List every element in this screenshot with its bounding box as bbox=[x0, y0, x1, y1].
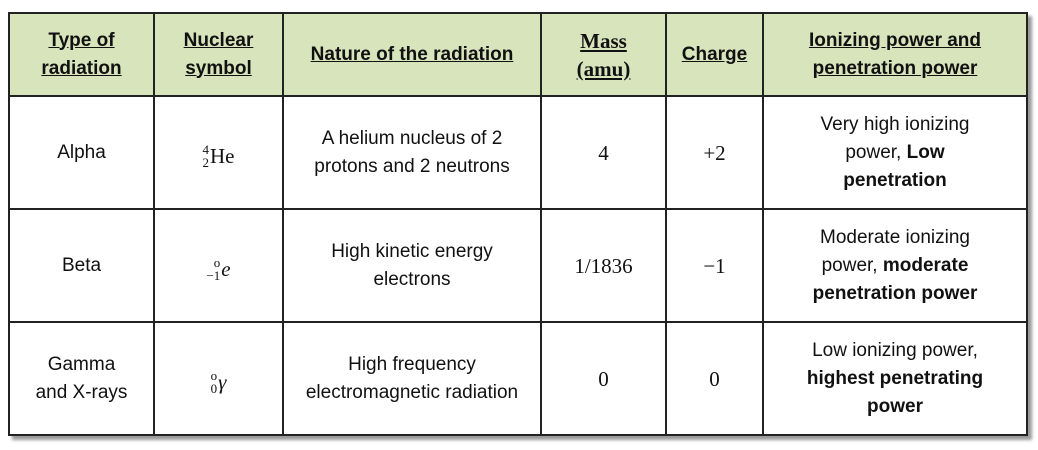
header-text: Mass (amu) bbox=[576, 28, 631, 81]
atomic-number: −1 bbox=[206, 268, 221, 283]
cell: 0 bbox=[665, 321, 764, 436]
radiation-table: Type of radiation Nuclear symbol Nature of… bbox=[8, 12, 1028, 436]
power-text: Low ionizing power, bbox=[812, 339, 978, 361]
cell: 0 bbox=[540, 321, 667, 436]
power: Low ionizing power, highest penetrating … bbox=[805, 337, 985, 421]
table-row: Gamma and X-rays o 0 γ High frequency electr… bbox=[8, 321, 1028, 436]
nuclear-symbol: o −1 e bbox=[206, 255, 230, 283]
mass: 1/1836 bbox=[574, 253, 633, 278]
mass: 0 bbox=[598, 366, 609, 391]
header-cell: Nuclear symbol bbox=[153, 12, 284, 97]
power-text: Low penetration bbox=[843, 141, 947, 191]
cell: High frequency electromagnetic radiation bbox=[282, 321, 542, 436]
cell: o −1 e bbox=[153, 208, 284, 323]
cell: Low ionizing power, highest penetrating … bbox=[762, 321, 1028, 436]
header-text: Ionizing power and penetration power bbox=[808, 29, 982, 79]
power: Moderate ionizing power, moderate penetr… bbox=[805, 224, 985, 308]
mass-number: 4 bbox=[202, 142, 210, 157]
cell: 4 2 He bbox=[153, 95, 284, 210]
symbol-indices: o −1 bbox=[206, 256, 220, 282]
power-text: highest penetrating power bbox=[806, 367, 984, 417]
mass-number: o bbox=[210, 368, 218, 383]
cell: 1/1836 bbox=[540, 208, 667, 323]
header-cell: Ionizing power and penetration power bbox=[762, 12, 1028, 97]
nature: High kinetic energy electrons bbox=[331, 240, 493, 290]
atomic-number: 0 bbox=[210, 381, 218, 396]
power-text: moderate penetration power bbox=[812, 254, 978, 304]
power-text: Very high ionizing power, bbox=[820, 113, 970, 163]
atomic-number: 2 bbox=[202, 155, 210, 170]
symbol-letter: γ bbox=[218, 370, 227, 394]
header-cell: Type of radiation bbox=[8, 12, 155, 97]
header-cell: Nature of the radiation bbox=[282, 12, 542, 97]
header-cell: Mass (amu) bbox=[540, 12, 667, 97]
header-text: Nuclear symbol bbox=[183, 29, 254, 79]
nuclear-symbol: 4 2 He bbox=[203, 142, 235, 170]
radiation-type: Gamma and X-rays bbox=[35, 353, 128, 403]
cell: Alpha bbox=[8, 95, 155, 210]
power: Very high ionizing power, Low penetratio… bbox=[805, 111, 985, 195]
cell: High kinetic energy electrons bbox=[282, 208, 542, 323]
cell: +2 bbox=[665, 95, 764, 210]
table-row: Beta o −1 e High kinetic energy electrons 1/1… bbox=[8, 208, 1028, 323]
header-text: Charge bbox=[681, 43, 748, 65]
radiation-type: Beta bbox=[61, 254, 102, 276]
radiation-type: Alpha bbox=[57, 141, 106, 163]
cell: −1 bbox=[665, 208, 764, 323]
table-row: Alpha 4 2 He A helium nucleus of 2 protons a… bbox=[8, 95, 1028, 210]
cell: Beta bbox=[8, 208, 155, 323]
header-text: Nature of the radiation bbox=[310, 43, 514, 65]
nature: A helium nucleus of 2 protons and 2 neut… bbox=[314, 127, 510, 177]
cell: Moderate ionizing power, moderate penetr… bbox=[762, 208, 1028, 323]
header-row: Type of radiation Nuclear symbol Nature of… bbox=[8, 12, 1028, 97]
cell: A helium nucleus of 2 protons and 2 neut… bbox=[282, 95, 542, 210]
charge: +2 bbox=[703, 140, 726, 165]
mass: 4 bbox=[598, 140, 609, 165]
cell: 4 bbox=[540, 95, 667, 210]
nature: High frequency electromagnetic radiation bbox=[305, 353, 519, 403]
cell: Gamma and X-rays bbox=[8, 321, 155, 436]
symbol-letter: e bbox=[221, 257, 231, 281]
symbol-letter: He bbox=[210, 144, 235, 168]
charge: 0 bbox=[709, 366, 720, 391]
charge: −1 bbox=[703, 253, 726, 278]
header-cell: Charge bbox=[665, 12, 764, 97]
power-text: Moderate ionizing power, bbox=[820, 226, 970, 276]
cell: Very high ionizing power, Low penetratio… bbox=[762, 95, 1028, 210]
header-text: Type of radiation bbox=[41, 29, 122, 79]
mass-number: o bbox=[213, 255, 221, 270]
